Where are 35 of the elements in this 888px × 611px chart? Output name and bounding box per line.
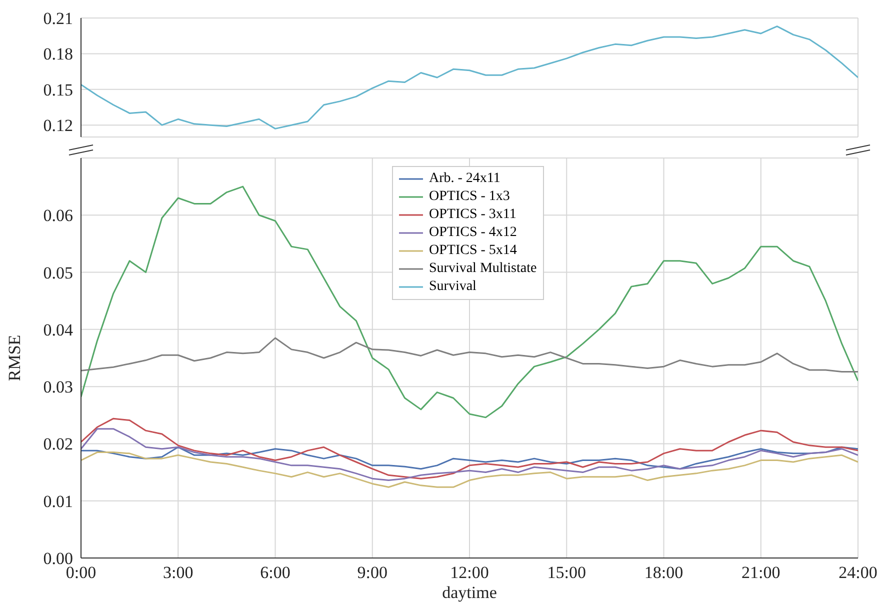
y-tick-label: 0.21 <box>43 9 73 28</box>
x-tick-label: 0:00 <box>66 563 96 582</box>
x-tick-label: 9:00 <box>357 563 388 582</box>
y-axis-title: RMSE <box>5 334 24 382</box>
legend-label: OPTICS - 1x3 <box>429 189 510 205</box>
y-tick-label: 0.12 <box>43 116 73 136</box>
x-tick-label: 6:00 <box>260 563 290 582</box>
line-series <box>81 337 858 372</box>
legend-label: Survival Multistate <box>429 261 537 277</box>
y-tick-label: 0.15 <box>43 80 73 100</box>
y-tick-label: 0.06 <box>43 206 73 226</box>
y-tick-label: 0.18 <box>43 44 73 64</box>
y-tick-label: 0.03 <box>43 378 73 397</box>
y-tick-label: 0.02 <box>43 434 73 454</box>
y-tick-label: 0.04 <box>43 320 74 340</box>
x-tick-label: 21:00 <box>742 563 780 582</box>
x-tick-label: 12:00 <box>450 563 489 582</box>
legend-label: OPTICS - 4x12 <box>429 225 517 241</box>
x-tick-label: 3:00 <box>163 563 194 582</box>
legend-label: OPTICS - 5x14 <box>429 243 517 259</box>
x-tick-label: 18:00 <box>644 563 684 582</box>
line-series <box>81 446 858 470</box>
y-tick-label: 0.05 <box>43 263 73 282</box>
line-series <box>81 418 858 480</box>
line-series <box>81 452 858 488</box>
line-series <box>81 428 858 482</box>
x-axis-title: daytime <box>442 583 497 602</box>
line-series <box>81 186 858 418</box>
legend-label: OPTICS - 3x11 <box>429 207 516 223</box>
text: Survival <box>429 279 476 294</box>
line-series <box>81 26 858 130</box>
x-tick-label: 15:00 <box>547 563 586 582</box>
x-tick-label: 24:00 <box>838 563 878 582</box>
legend-label: Arb. - 24x11 <box>429 171 500 187</box>
y-tick-label: 0.01 <box>43 492 73 511</box>
